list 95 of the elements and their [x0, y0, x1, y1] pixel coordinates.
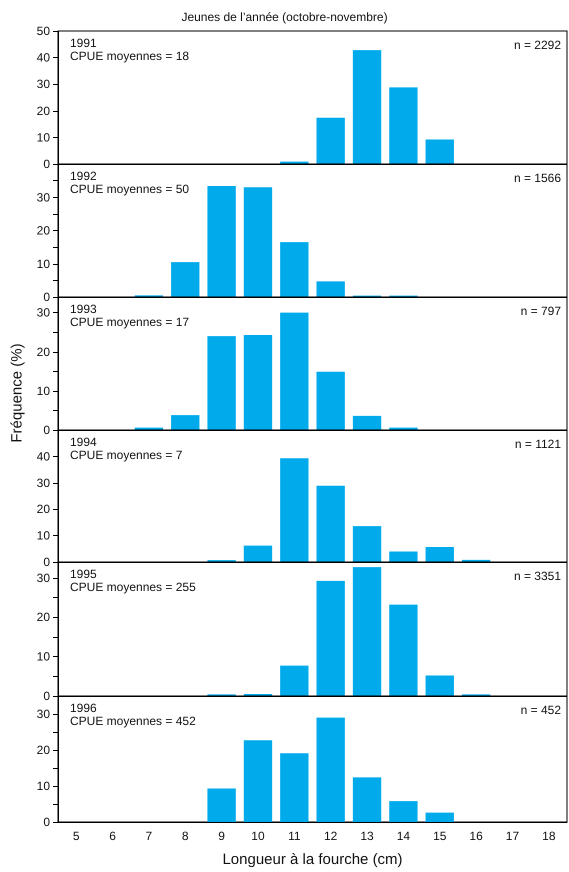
bar	[244, 334, 272, 430]
bar	[207, 186, 236, 297]
bar	[426, 812, 454, 822]
x-axis-title: Longueur à la fourche (cm)	[222, 851, 403, 868]
annotation: n = 797	[520, 304, 562, 318]
y-tick-label: 10	[36, 528, 50, 543]
y-tick-label: 10	[36, 650, 50, 664]
chart-subtitle: 1993	[70, 302, 98, 316]
y-tick-label: 0	[43, 290, 50, 304]
y-tick-label: 10	[36, 256, 50, 271]
bar	[244, 187, 272, 297]
x-tick-label: 6	[109, 829, 116, 843]
bar	[352, 526, 382, 562]
bar	[352, 777, 382, 822]
chart-title: Jeunes de l’année (octobre-novembre)	[181, 10, 388, 24]
bar	[352, 416, 382, 430]
y-tick-label: 0	[43, 689, 50, 703]
y-tick-label: 20	[36, 743, 50, 757]
x-tick-label: 13	[360, 829, 374, 843]
x-tick-label: 11	[288, 829, 301, 843]
x-tick-label: 14	[396, 829, 410, 843]
bar	[207, 336, 236, 430]
bar	[426, 140, 454, 164]
y-tick-label: 30	[36, 707, 50, 721]
annotation: CPUE moyennes = 18	[70, 49, 190, 63]
bar	[171, 415, 200, 430]
y-tick-label: 0	[43, 423, 50, 437]
bar	[316, 486, 345, 562]
y-axis-title: Fréquence (%)	[8, 343, 26, 442]
y-tick-label: 20	[36, 104, 50, 118]
bar	[316, 118, 345, 164]
bar	[389, 604, 418, 696]
bar	[244, 546, 272, 562]
annotation: n = 3351	[514, 569, 562, 583]
bar	[316, 718, 345, 822]
bar	[352, 50, 382, 164]
annotation: n = 1121	[514, 437, 562, 451]
bar	[316, 281, 345, 297]
x-tick-label: 18	[542, 829, 556, 843]
bar	[171, 262, 200, 297]
y-tick-label: 30	[36, 570, 50, 585]
y-tick-label: 20	[36, 610, 50, 624]
x-tick-label: 15	[433, 829, 447, 843]
x-tick-label: 12	[324, 829, 338, 843]
bar	[389, 87, 418, 164]
x-tick-label: 16	[469, 829, 484, 843]
y-tick-label: 20	[36, 224, 50, 238]
annotation: CPUE moyennes = 17	[70, 315, 190, 329]
y-tick-label: 30	[36, 306, 50, 320]
annotation: CPUE moyennes = 7	[70, 448, 183, 462]
bar	[207, 788, 236, 822]
bar	[280, 753, 308, 822]
bar	[389, 801, 418, 822]
y-tick-label: 30	[36, 190, 50, 204]
y-tick-label: 20	[36, 344, 50, 359]
bar	[426, 676, 454, 696]
x-tick-label: 10	[251, 829, 265, 843]
bar	[389, 551, 418, 562]
y-tick-label: 20	[36, 502, 50, 516]
x-tick-label: 8	[182, 829, 189, 843]
bar	[426, 546, 454, 562]
annotation: CPUE moyennes = 452	[70, 714, 196, 728]
bar	[316, 372, 345, 430]
annotation: n = 2292	[514, 38, 562, 52]
annotation: n = 452	[520, 703, 562, 717]
x-tick-label: 7	[146, 829, 153, 843]
y-tick-label: 30	[36, 476, 50, 490]
x-tick-label: 5	[72, 829, 80, 843]
chart-subtitle: 1991	[70, 36, 98, 50]
y-tick-label: 10	[36, 130, 50, 144]
y-tick-label: 0	[43, 555, 50, 569]
y-tick-label: 30	[36, 77, 50, 92]
y-tick-label: 0	[43, 157, 50, 171]
bar	[280, 242, 308, 297]
annotation: CPUE moyennes = 255	[70, 580, 196, 594]
bar	[244, 740, 272, 822]
chart-subtitle: 1995	[70, 567, 98, 581]
bar	[280, 458, 308, 562]
y-tick-label: 10	[36, 384, 50, 398]
y-tick-label: 40	[36, 449, 50, 464]
chart-subtitle: 1994	[70, 435, 98, 449]
chart-subtitle: 1992	[70, 169, 98, 183]
bar	[280, 666, 308, 696]
bar	[280, 312, 308, 430]
annotation: CPUE moyennes = 50	[70, 182, 190, 196]
bar	[352, 567, 382, 696]
bar	[316, 580, 345, 696]
y-tick-label: 50	[36, 24, 50, 38]
x-tick-label: 9	[218, 829, 226, 843]
annotation: n = 1566	[514, 171, 562, 185]
x-tick-label: 17	[506, 829, 520, 843]
y-tick-label: 40	[36, 50, 50, 65]
y-tick-label: 10	[36, 779, 50, 793]
chart-subtitle: 1996	[70, 701, 98, 715]
y-tick-label: 0	[43, 815, 50, 829]
